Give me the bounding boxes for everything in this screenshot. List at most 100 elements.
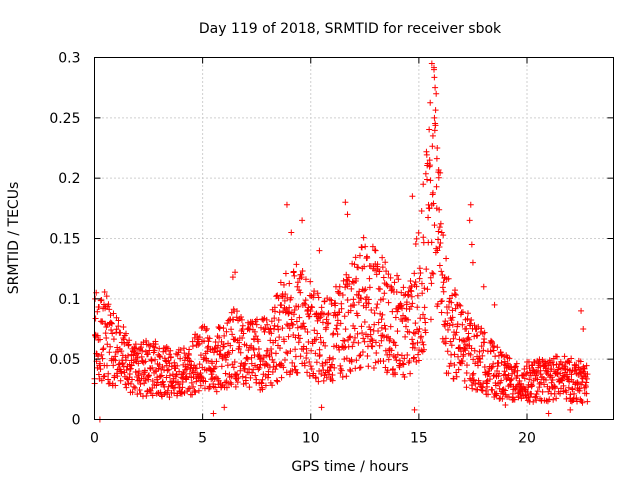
data-point — [523, 371, 530, 378]
data-point — [273, 377, 280, 384]
data-point — [308, 347, 315, 354]
data-point — [149, 385, 156, 392]
data-point — [320, 339, 327, 346]
data-point — [564, 373, 571, 380]
data-point — [117, 377, 124, 384]
data-point — [400, 284, 407, 291]
data-point — [342, 199, 349, 206]
data-point — [130, 383, 137, 390]
data-point — [321, 298, 328, 305]
data-point — [408, 293, 415, 300]
data-point — [563, 389, 570, 396]
data-point — [583, 375, 590, 382]
data-point — [112, 357, 119, 364]
data-point — [373, 271, 380, 278]
data-point — [379, 332, 386, 339]
data-point — [103, 293, 110, 300]
data-point — [349, 343, 356, 350]
data-point — [469, 259, 476, 266]
data-point — [578, 307, 585, 314]
data-point — [229, 347, 236, 354]
data-point — [432, 122, 439, 129]
data-point — [466, 217, 473, 224]
data-point — [277, 279, 284, 286]
data-point — [306, 358, 313, 365]
data-point — [272, 350, 279, 357]
data-point — [496, 370, 503, 377]
data-point — [511, 396, 518, 403]
data-point — [544, 368, 551, 375]
data-point — [420, 181, 427, 188]
data-point — [573, 395, 580, 402]
data-point — [291, 272, 298, 279]
data-point — [194, 332, 201, 339]
data-point — [579, 399, 586, 406]
data-point — [410, 329, 417, 336]
data-point — [577, 358, 584, 365]
y-tick-label: 0.1 — [58, 292, 80, 308]
data-point — [272, 308, 279, 315]
data-point — [442, 340, 449, 347]
data-point — [369, 243, 376, 250]
data-point — [362, 286, 369, 293]
data-point — [411, 270, 418, 277]
data-point — [291, 363, 298, 370]
data-point — [294, 324, 301, 331]
data-point — [155, 365, 162, 372]
data-point — [451, 361, 458, 368]
data-point — [95, 353, 102, 360]
data-point — [469, 371, 476, 378]
data-point — [325, 320, 332, 327]
data-point — [299, 217, 306, 224]
data-point — [191, 362, 198, 369]
data-point — [94, 308, 101, 315]
data-point — [356, 252, 363, 259]
data-point — [245, 325, 252, 332]
data-point — [421, 315, 428, 322]
chart-title: Day 119 of 2018, SRMTID for receiver sbo… — [199, 21, 502, 37]
y-tick-label: 0.05 — [49, 352, 80, 368]
data-point — [441, 321, 448, 328]
data-point — [255, 346, 262, 353]
data-point — [576, 387, 583, 394]
data-point — [387, 323, 394, 330]
data-point — [429, 189, 436, 196]
data-point — [461, 377, 468, 384]
data-point — [407, 370, 414, 377]
data-point — [436, 224, 443, 231]
data-point — [186, 370, 193, 377]
data-point — [352, 334, 359, 341]
data-point — [361, 338, 368, 345]
data-point — [568, 371, 575, 378]
data-point — [340, 344, 347, 351]
data-point — [425, 214, 432, 221]
data-point — [153, 382, 160, 389]
data-point — [239, 373, 246, 380]
data-point — [118, 370, 125, 377]
data-point — [453, 373, 460, 380]
data-point — [174, 362, 181, 369]
data-point — [346, 366, 353, 373]
data-point — [312, 375, 319, 382]
data-point — [253, 321, 260, 328]
data-point — [97, 297, 104, 304]
data-point — [338, 300, 345, 307]
data-point — [457, 344, 464, 351]
data-point — [548, 374, 555, 381]
data-point — [394, 328, 401, 335]
data-point — [278, 302, 285, 309]
data-point — [583, 362, 590, 369]
data-point — [371, 321, 378, 328]
data-point — [256, 356, 263, 363]
data-point — [283, 369, 290, 376]
data-point — [424, 286, 431, 293]
data-point — [158, 372, 165, 379]
data-point — [548, 379, 555, 386]
data-point — [239, 334, 246, 341]
data-point — [380, 358, 387, 365]
data-point — [350, 296, 357, 303]
data-point — [493, 390, 500, 397]
data-point — [208, 371, 215, 378]
data-point — [110, 362, 117, 369]
